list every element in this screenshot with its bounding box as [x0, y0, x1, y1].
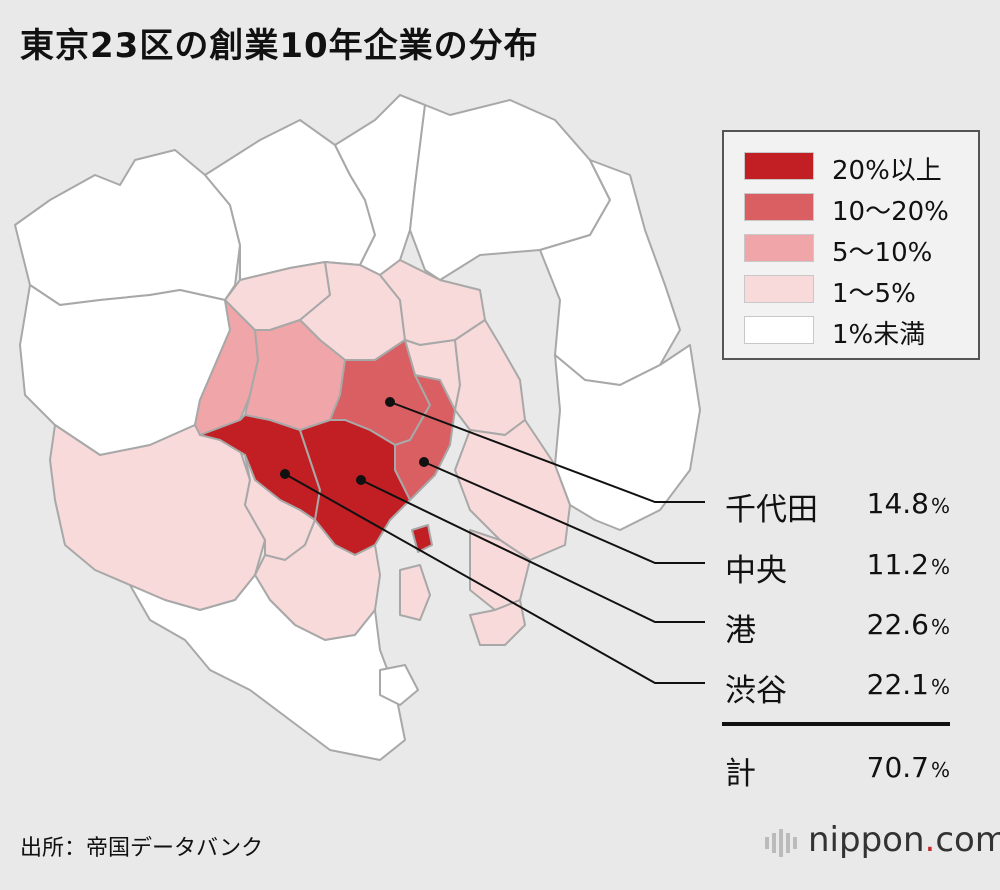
total-value: 70.7% — [866, 751, 950, 784]
brand-logo: nippon.com — [765, 820, 1000, 862]
ward-label-minato: 港 — [725, 613, 756, 649]
marker-chuo — [419, 457, 429, 467]
bay-island-5 — [411, 524, 433, 553]
marker-minato — [356, 475, 366, 485]
legend-label: 5〜10% — [832, 238, 933, 268]
ward-ota — [129, 574, 406, 761]
ward-value-chiyoda: 14.8% — [866, 487, 950, 520]
summary-divider — [722, 722, 950, 726]
bay-island-3 — [399, 564, 431, 621]
leader-line-chuo — [423, 461, 705, 564]
marker-shibuya — [280, 469, 290, 479]
ward-value-minato: 22.6% — [866, 608, 950, 641]
bay-island-2 — [469, 599, 526, 646]
legend-label: 1%未満 — [832, 320, 926, 350]
legend-label: 1〜5% — [832, 279, 916, 309]
ward-koto — [454, 419, 571, 561]
marker-chiyoda — [385, 397, 395, 407]
ward-label-chuo: 中央 — [725, 553, 787, 589]
legend-swatch — [744, 275, 814, 303]
leader-line-chiyoda — [389, 401, 705, 503]
legend-swatch — [744, 316, 814, 344]
legend-swatch — [744, 193, 814, 221]
page-title: 東京23区の創業10年企業の分布 — [20, 26, 539, 66]
ward-setagaya — [49, 424, 266, 611]
legend-swatch — [744, 234, 814, 262]
logo-bars-icon — [765, 822, 800, 862]
ward-label-shibuya: 渋谷 — [725, 673, 787, 709]
source-note: 出所：帝国データバンク — [20, 836, 264, 861]
leader-line-minato — [360, 479, 705, 623]
legend-label: 10〜20% — [832, 197, 949, 227]
ward-sumida — [454, 319, 526, 436]
bay-island-4 — [379, 664, 419, 706]
ward-adachi — [399, 94, 611, 281]
ward-minato — [299, 419, 411, 556]
ward-value-chuo: 11.2% — [866, 548, 950, 581]
ward-value-shibuya: 22.1% — [866, 668, 950, 701]
total-label: 計 — [725, 756, 756, 792]
legend: 20%以上 10〜20% 5〜10% 1〜5% 1%未満 — [722, 130, 980, 360]
ward-label-chiyoda: 千代田 — [725, 492, 818, 528]
legend-label: 20%以上 — [832, 156, 942, 186]
legend-swatch — [744, 152, 814, 180]
leader-line-shibuya — [284, 473, 705, 684]
